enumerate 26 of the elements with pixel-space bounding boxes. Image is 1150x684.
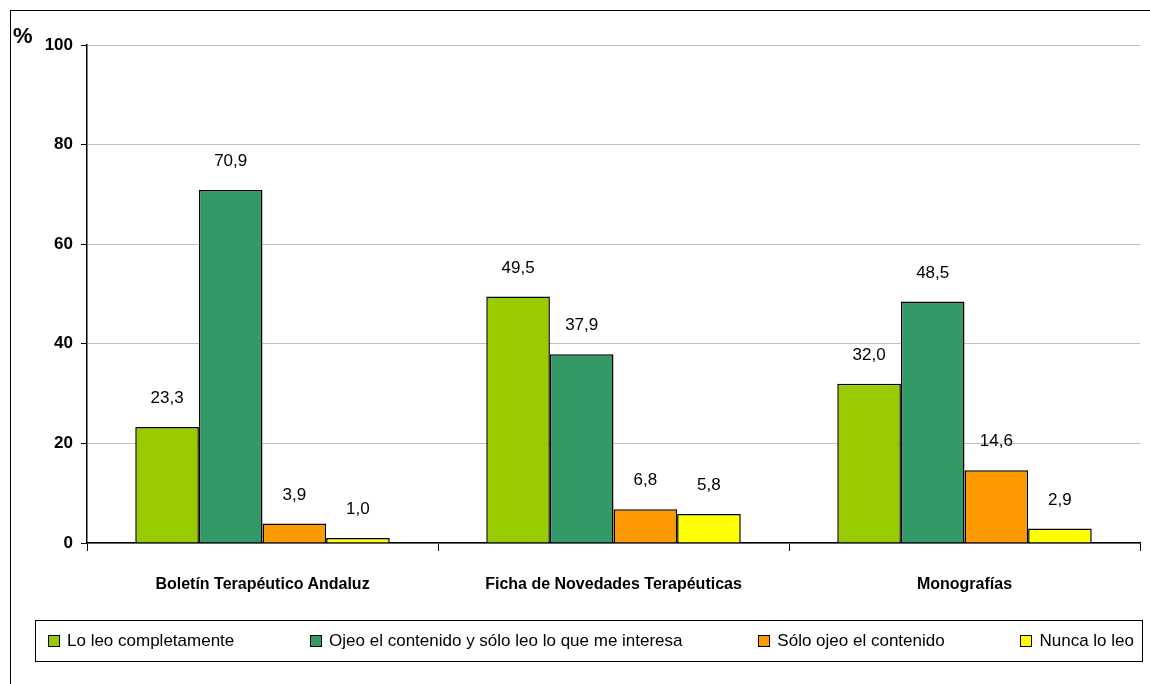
y-axis-title: % [13,23,33,49]
y-tick-label: 40 [54,333,73,353]
legend-label: Nunca lo leo [1039,631,1134,651]
data-label: 48,5 [916,262,950,282]
data-label: 3,9 [282,484,307,504]
x-tick-label: Boletín Terapéutico Andaluz [155,575,370,593]
y-tick-label: 0 [63,532,73,552]
data-label: 37,9 [565,315,599,335]
y-tick-label: 80 [54,134,73,154]
y-tick-label: 60 [54,233,73,253]
x-tick-label: Ficha de Novedades Terapéuticas [485,575,742,593]
x-tick-label: Monografías [916,575,1013,593]
data-label: 70,9 [214,151,248,171]
legend-label: Lo leo completamente [67,631,235,651]
data-label: 49,5 [501,257,535,277]
y-tick-label: 100 [44,34,73,54]
y-tick-label: 20 [54,433,73,453]
data-label: 23,3 [150,388,184,408]
legend-label: Ojeo el contenido y sólo leo lo que me interesa [329,631,683,651]
data-label: 5,8 [697,475,721,495]
data-label: 1,0 [346,499,370,519]
data-label: 6,8 [633,470,658,490]
data-label: 32,0 [852,344,886,364]
data-label: 14,6 [979,431,1013,451]
legend-label: Sólo ojeo el contenido [777,631,945,651]
data-label: 2,9 [1048,489,1072,509]
